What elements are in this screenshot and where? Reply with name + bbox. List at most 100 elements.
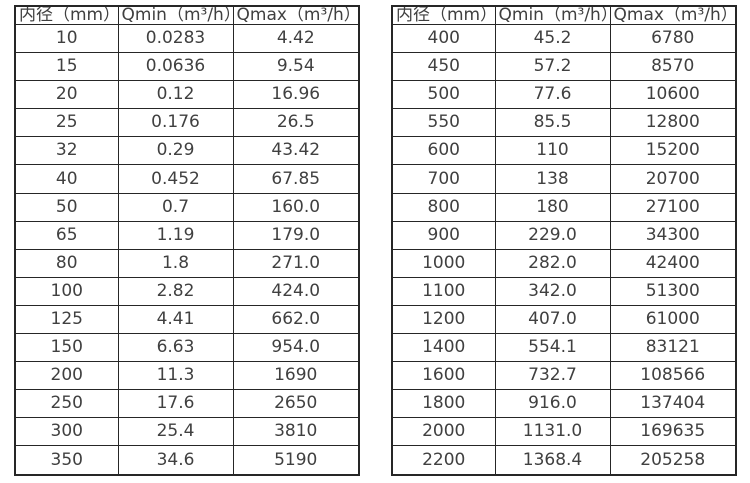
table-cell: 732.7 — [494, 361, 611, 391]
table-cell: 500 — [391, 80, 496, 110]
table-cell: 2200 — [391, 445, 496, 476]
table-cell: 34300 — [609, 220, 737, 250]
table-row: 150 6.63 954.0 — [14, 333, 360, 363]
table-cell: 25.4 — [117, 417, 234, 447]
table-cell: 17.6 — [117, 389, 234, 419]
table-cell: 169635 — [609, 417, 737, 447]
table-cell: 42400 — [609, 248, 737, 278]
table-cell: 1400 — [391, 333, 496, 363]
column-header: Qmax（m³/h） — [232, 5, 360, 25]
table-row: 700 138 20700 — [391, 164, 737, 194]
table-cell: 0.176 — [117, 108, 234, 138]
table-cell: 15 — [14, 52, 119, 82]
table-cell: 12800 — [609, 108, 737, 138]
table-cell: 160.0 — [232, 192, 360, 222]
table-cell: 0.7 — [117, 192, 234, 222]
table-cell: 1690 — [232, 361, 360, 391]
table-cell: 34.6 — [117, 445, 234, 476]
table-cell: 138 — [494, 164, 611, 194]
table-row: 450 57.2 8570 — [391, 52, 737, 82]
table-cell: 2000 — [391, 417, 496, 447]
table-cell: 200 — [14, 361, 119, 391]
table-row: 10 0.0283 4.42 — [14, 23, 360, 54]
table-cell: 424.0 — [232, 276, 360, 306]
table-cell: 550 — [391, 108, 496, 138]
table-cell: 27100 — [609, 192, 737, 222]
table-cell: 6.63 — [117, 333, 234, 363]
table-cell: 1000 — [391, 248, 496, 278]
table-cell: 1131.0 — [494, 417, 611, 447]
table-cell: 271.0 — [232, 248, 360, 278]
table-cell: 77.6 — [494, 80, 611, 110]
table-row: 300 25.4 3810 — [14, 417, 360, 447]
table-cell: 400 — [391, 23, 496, 54]
table-cell: 407.0 — [494, 304, 611, 335]
table-row: 80 1.8 271.0 — [14, 248, 360, 278]
table-row: 200 11.3 1690 — [14, 361, 360, 391]
table-row: 1800 916.0 137404 — [391, 389, 737, 419]
header-row: 内径（mm） Qmin（m³/h） Qmax（m³/h） — [391, 5, 737, 25]
table-row: 25 0.176 26.5 — [14, 108, 360, 138]
table-cell: 16.96 — [232, 80, 360, 110]
table-cell: 3810 — [232, 417, 360, 447]
table-cell: 67.85 — [232, 164, 360, 194]
table-cell: 954.0 — [232, 333, 360, 363]
table-cell: 800 — [391, 192, 496, 222]
table-cell: 11.3 — [117, 361, 234, 391]
table-cell: 9.54 — [232, 52, 360, 82]
table-cell: 51300 — [609, 276, 737, 306]
table-cell: 1.8 — [117, 248, 234, 278]
table-cell: 1200 — [391, 304, 496, 335]
table-cell: 342.0 — [494, 276, 611, 306]
table-cell: 43.42 — [232, 136, 360, 166]
table-row: 600 110 15200 — [391, 136, 737, 166]
table-cell: 0.12 — [117, 80, 234, 110]
table-cell: 15200 — [609, 136, 737, 166]
table-row: 500 77.6 10600 — [391, 80, 737, 110]
table-cell: 0.0283 — [117, 23, 234, 54]
table-cell: 1.19 — [117, 220, 234, 250]
table-row: 1600 732.7 108566 — [391, 361, 737, 391]
table-row: 550 85.5 12800 — [391, 108, 737, 138]
table-cell: 80 — [14, 248, 119, 278]
table-cell: 250 — [14, 389, 119, 419]
table-cell: 150 — [14, 333, 119, 363]
table-cell: 662.0 — [232, 304, 360, 335]
table-row: 40 0.452 67.85 — [14, 164, 360, 194]
table-cell: 125 — [14, 304, 119, 335]
table-cell: 1800 — [391, 389, 496, 419]
table-cell: 1368.4 — [494, 445, 611, 476]
table-row: 350 34.6 5190 — [14, 445, 360, 476]
table-cell: 110 — [494, 136, 611, 166]
table-cell: 65 — [14, 220, 119, 250]
table-cell: 40 — [14, 164, 119, 194]
table-cell: 4.42 — [232, 23, 360, 54]
table-cell: 350 — [14, 445, 119, 476]
table-cell: 50 — [14, 192, 119, 222]
table-cell: 0.452 — [117, 164, 234, 194]
table-cell: 900 — [391, 220, 496, 250]
table-cell: 600 — [391, 136, 496, 166]
table-cell: 450 — [391, 52, 496, 82]
table-row: 15 0.0636 9.54 — [14, 52, 360, 82]
large-diameter-flow-table: 内径（mm） Qmin（m³/h） Qmax（m³/h） 400 45.2 6780 450… — [391, 5, 737, 476]
table-cell: 205258 — [609, 445, 737, 476]
table-row: 800 180 27100 — [391, 192, 737, 222]
table-row: 400 45.2 6780 — [391, 23, 737, 54]
table-cell: 1100 — [391, 276, 496, 306]
table-cell: 8570 — [609, 52, 737, 82]
header-row: 内径（mm） Qmin（m³/h） Qmax（m³/h） — [14, 5, 360, 25]
table-cell: 4.41 — [117, 304, 234, 335]
table-row: 1100 342.0 51300 — [391, 276, 737, 306]
column-header: 内径（mm） — [14, 5, 119, 25]
table-row: 1200 407.0 61000 — [391, 304, 737, 335]
small-diameter-flow-table: 内径（mm） Qmin（m³/h） Qmax（m³/h） 10 0.0283 4.42 15… — [14, 5, 360, 476]
table-row: 125 4.41 662.0 — [14, 304, 360, 335]
table-cell: 45.2 — [494, 23, 611, 54]
table-row: 20 0.12 16.96 — [14, 80, 360, 110]
table-cell: 554.1 — [494, 333, 611, 363]
column-header: Qmax（m³/h） — [609, 5, 737, 25]
table-row: 250 17.6 2650 — [14, 389, 360, 419]
column-header: Qmin（m³/h） — [117, 5, 234, 25]
